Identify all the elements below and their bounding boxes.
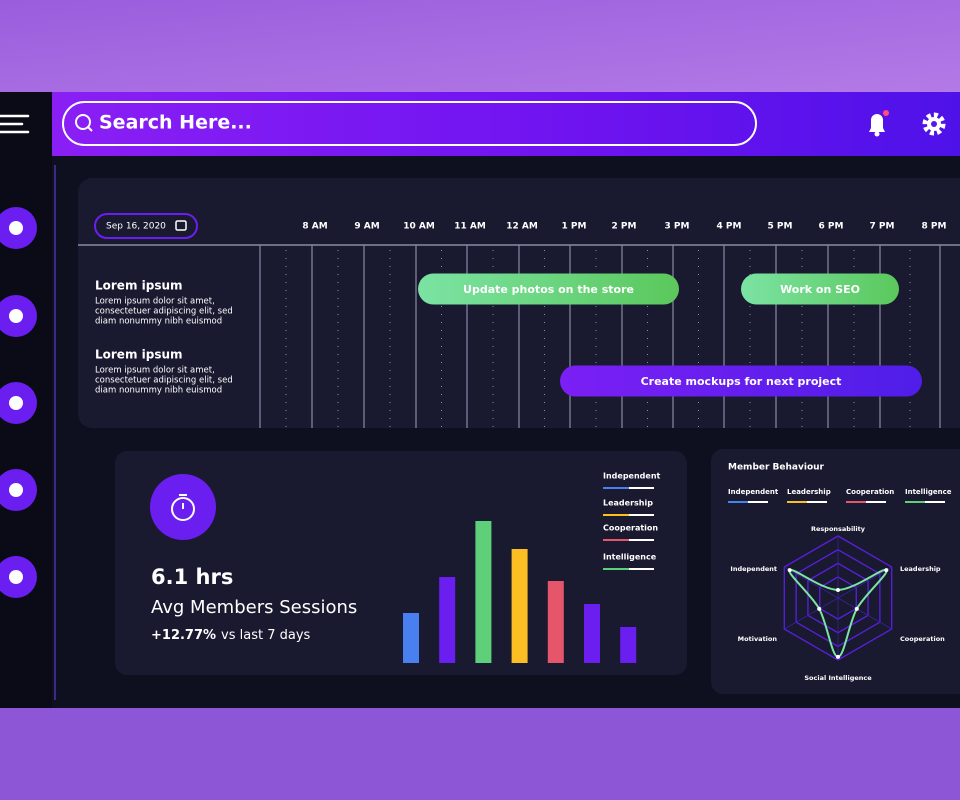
search-icon: [75, 114, 91, 130]
sessions-chart: Independent Leadership Cooperation Intellig…: [403, 472, 661, 663]
radar-point: [836, 587, 840, 592]
time-label: 7 PM: [870, 222, 895, 232]
legend-label: Cooperation: [846, 488, 894, 496]
radar-axis-label: Independent: [730, 565, 777, 573]
time-label: 5 PM: [768, 222, 793, 232]
radar-point: [787, 568, 792, 573]
background-top: [0, 0, 960, 92]
stat-label: Avg Members Sessions: [151, 597, 357, 618]
task-pill[interactable]: [560, 365, 922, 397]
row-title: Lorem ipsum: [95, 348, 183, 362]
time-label: 10 AM: [403, 222, 435, 232]
row-description: Lorem ipsum dolor sit amet,: [95, 297, 215, 307]
time-label: 1 PM: [562, 222, 587, 232]
time-label: 2 PM: [612, 222, 637, 232]
sessions-card: [115, 451, 687, 675]
sidebar-glyph: [9, 221, 23, 235]
time-label: 3 PM: [665, 222, 690, 232]
date-label: Sep 16, 2020: [106, 222, 166, 232]
stat-change-value: +12.77%: [151, 628, 216, 643]
radar-spoke: [837, 597, 892, 630]
sidebar-glyph: [9, 396, 23, 410]
bar: [584, 604, 600, 663]
radar-axis-label: Cooperation: [900, 635, 945, 643]
search-box[interactable]: [62, 101, 757, 146]
sidebar-glyph: [9, 570, 23, 584]
task-label: Create mockups for next project: [641, 375, 842, 388]
bar: [475, 521, 492, 663]
task-pill[interactable]: [418, 273, 679, 305]
radar-axis-label: Leadership: [900, 565, 941, 573]
behaviour-title: Member Behaviour: [728, 463, 825, 473]
time-label: 12 AM: [506, 222, 538, 232]
legend-label: Intelligence: [603, 553, 657, 562]
menu-icon[interactable]: [0, 114, 30, 134]
notification-icon[interactable]: [869, 110, 889, 137]
time-label: 8 PM: [922, 222, 947, 232]
radar-axis-label: Responsability: [811, 525, 866, 533]
settings-icon[interactable]: [922, 112, 946, 136]
row-description: diam nonummy nibh euismod: [95, 317, 222, 327]
row-description: diam nonummy nibh euismod: [95, 386, 222, 396]
timer-icon: [171, 497, 195, 521]
sidebar-glyph: [9, 309, 23, 323]
task-label: Work on SEO: [780, 283, 860, 296]
gear-hole: [931, 121, 937, 127]
date-picker[interactable]: [94, 213, 198, 239]
time-label: 8 AM: [302, 222, 327, 232]
time-label: 4 PM: [717, 222, 742, 232]
time-label: 6 PM: [819, 222, 844, 232]
radar-axis-label: Motivation: [738, 635, 778, 643]
legend-label: Intelligence: [905, 488, 952, 496]
radar-spoke: [837, 566, 892, 599]
stat-change-note: vs last 7 days: [221, 628, 310, 643]
search-icon-handle: [87, 126, 93, 132]
legend-label: Cooperation: [603, 524, 658, 533]
radar-spoke: [784, 597, 839, 630]
behaviour-card: [711, 449, 960, 694]
bar: [439, 577, 456, 663]
row-description: consectetuer adipiscing elit, sed: [95, 376, 233, 386]
notification-dot: [883, 110, 889, 116]
radar-point: [817, 606, 822, 611]
legend-label: Leadership: [787, 488, 831, 496]
row-description: Lorem ipsum dolor sit amet,: [95, 366, 215, 376]
legend-label: Independent: [603, 472, 661, 481]
radar-point: [836, 654, 840, 659]
bar: [547, 581, 564, 663]
sidebar-glyph: [9, 483, 23, 497]
task-label: Update photos on the store: [463, 283, 634, 296]
bar: [403, 613, 419, 663]
radar-chart: Independent Leadership Cooperation Intellig…: [728, 488, 952, 682]
stat-value: 6.1 hrs: [151, 565, 233, 589]
legend-label: Independent: [728, 488, 779, 496]
gear-teeth: [922, 112, 946, 136]
time-label: 11 AM: [454, 222, 486, 232]
bar: [620, 627, 637, 663]
radar-spoke: [784, 566, 839, 599]
radar-point: [854, 606, 859, 611]
schedule-grid: 8 AM 9 AM 10 AM 11 AM 12 AM 1 PM 2 PM 3 PM 4 PM 5…: [95, 222, 947, 428]
row-title: Lorem ipsum: [95, 279, 183, 293]
time-label: 9 AM: [354, 222, 379, 232]
stat-change: +12.77% vs last 7 days: [151, 628, 311, 643]
legend-label: Leadership: [603, 499, 653, 508]
bell-clapper: [874, 131, 880, 137]
radar-axis-label: Social Intelligence: [804, 674, 872, 682]
calendar-icon: [175, 220, 187, 231]
search-placeholder: Search Here...: [99, 112, 252, 134]
bar: [511, 549, 528, 663]
row-description: consectetuer adipiscing elit, sed: [95, 307, 233, 317]
sidebar-icons: [0, 207, 37, 598]
task-pill[interactable]: [741, 273, 899, 305]
radar-point: [884, 568, 889, 573]
bell: [869, 114, 885, 132]
background-bottom: [0, 708, 960, 800]
